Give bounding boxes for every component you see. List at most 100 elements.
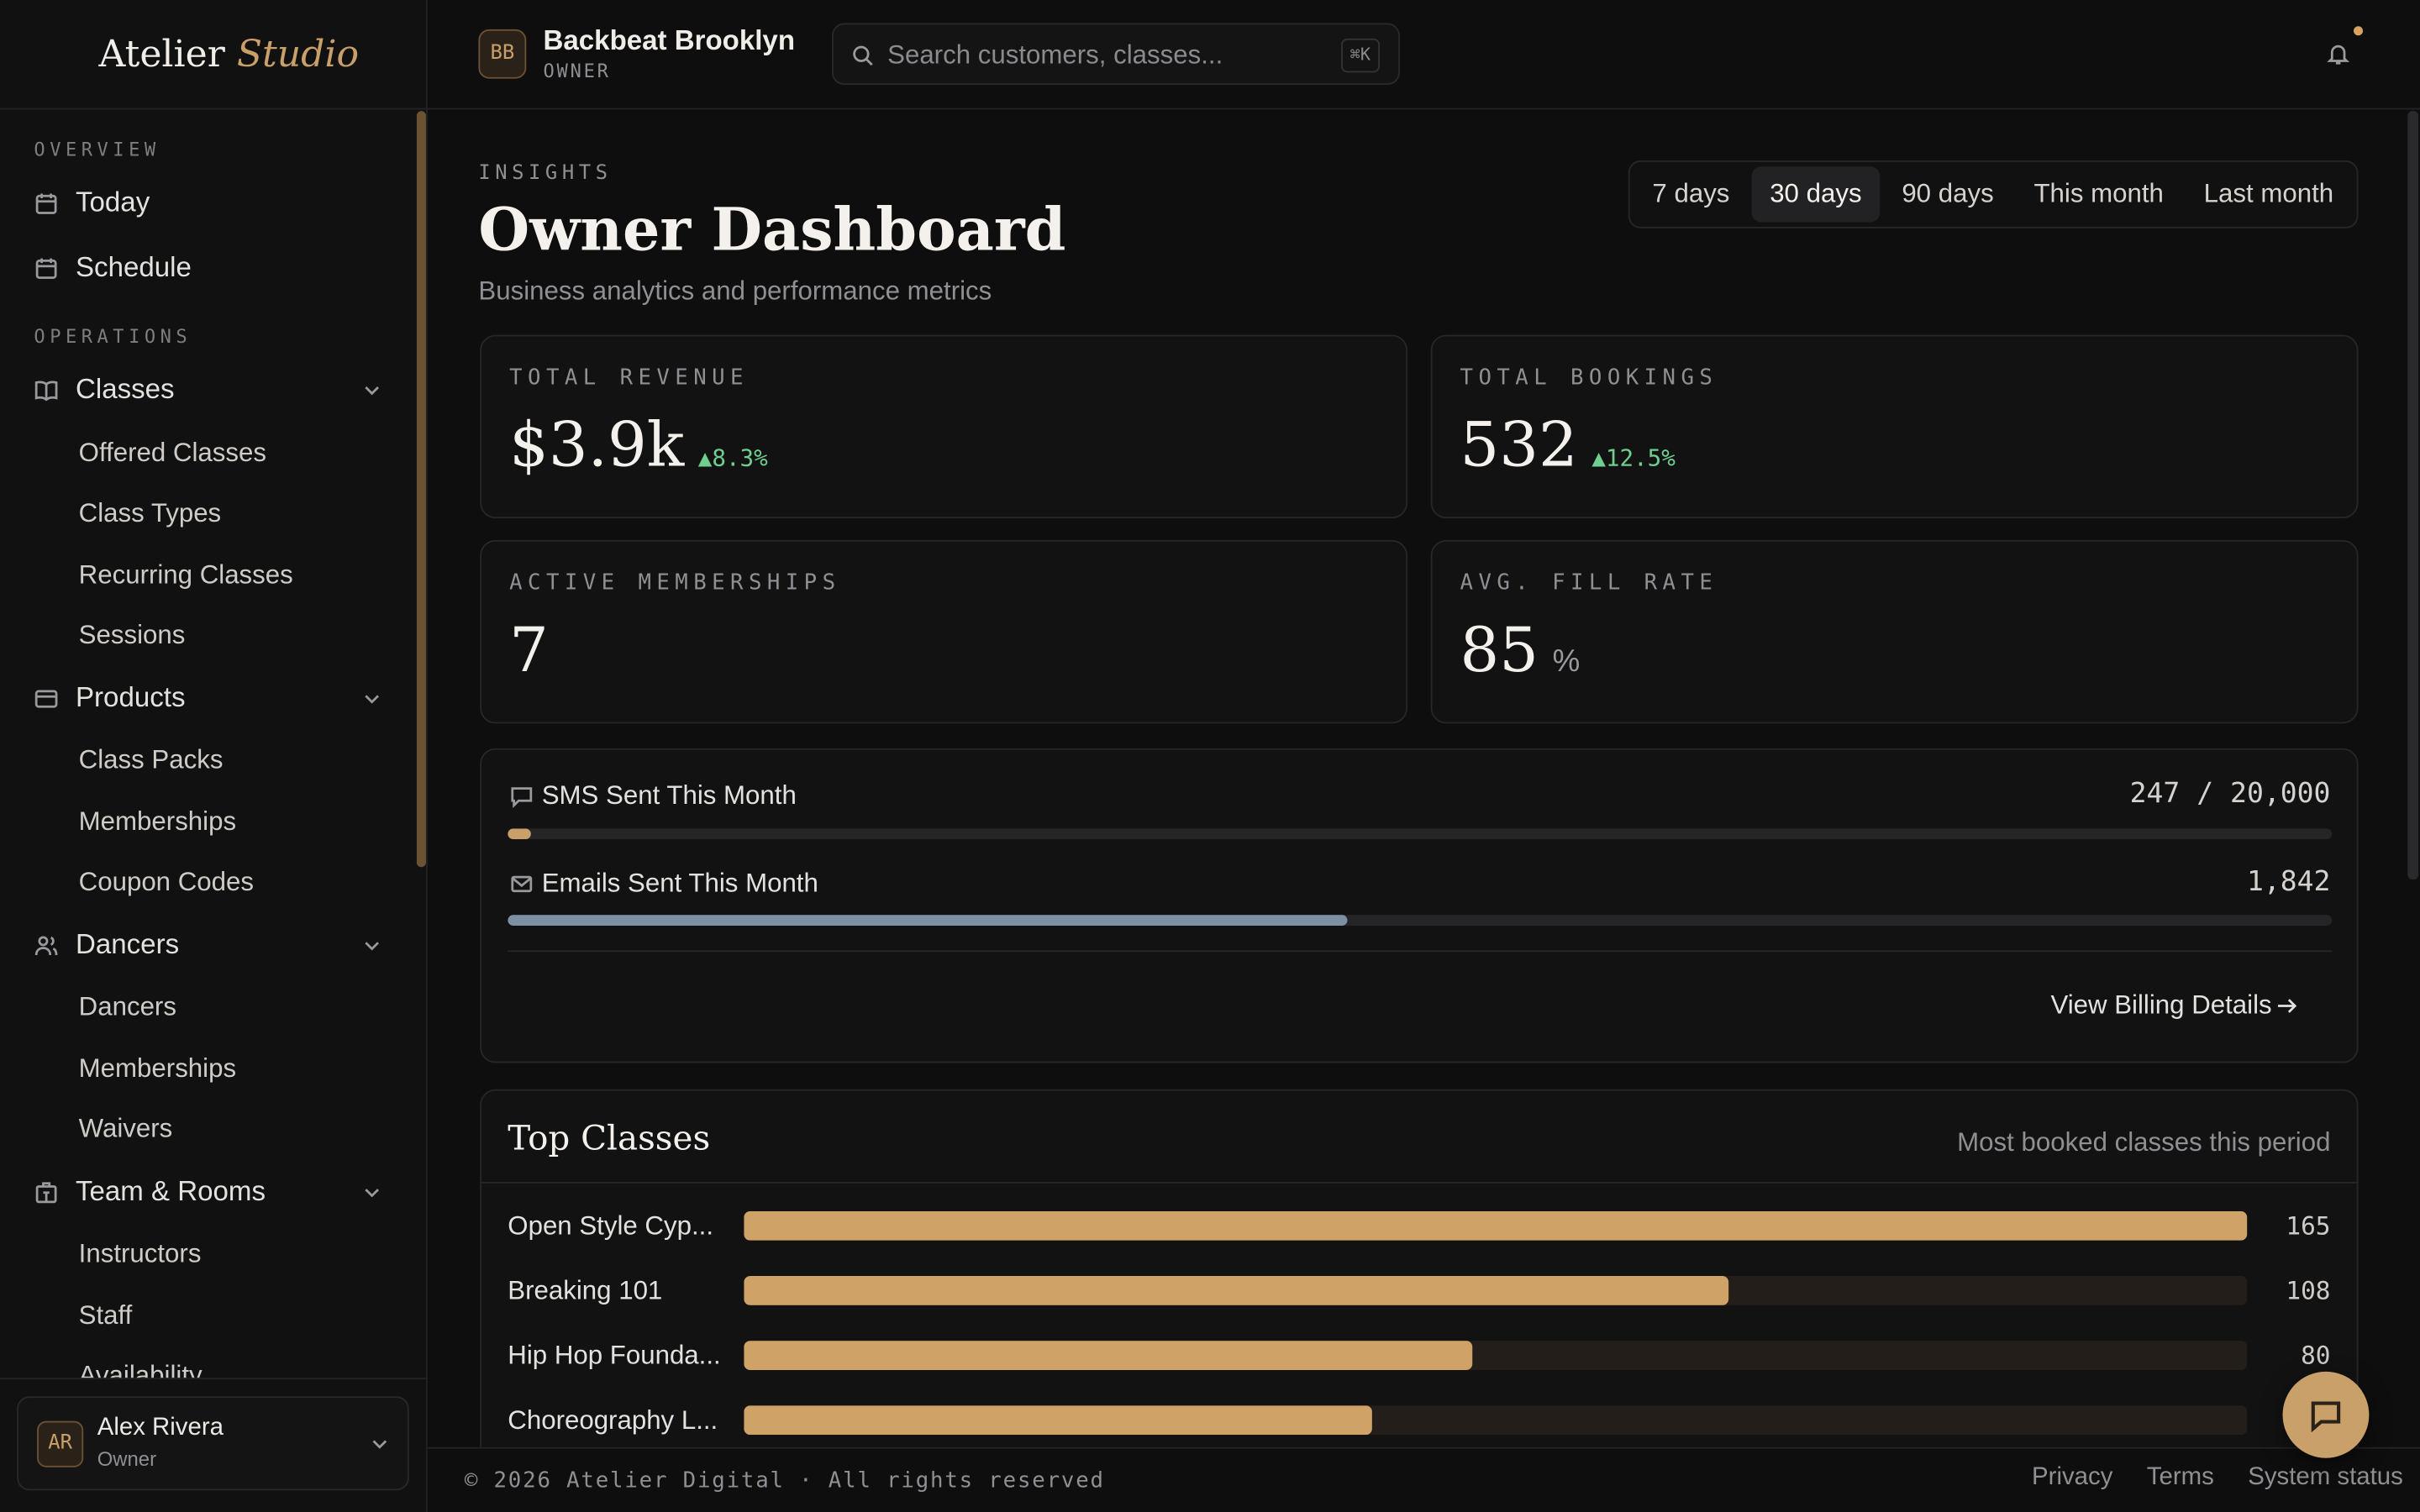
brand: Atelier Studio (99, 32, 359, 76)
sidebar-nav: OVERVIEW Today Schedule OPERATIONS Classes Of… (0, 111, 413, 1378)
page-title: Owner Dashboard (478, 194, 1066, 265)
section-divider (481, 1181, 2357, 1184)
user-card[interactable]: AR Alex Rivera Owner (17, 1396, 409, 1491)
nav-subitem[interactable]: Instructors (78, 1239, 202, 1269)
range-option[interactable]: 90 days (1902, 179, 1994, 208)
usage-card: SMS Sent This Month 247 / 20,000 Emails Se… (480, 748, 2359, 1063)
nav-subitem[interactable]: Availability (78, 1361, 203, 1378)
nav-subitem[interactable]: Memberships (78, 1053, 237, 1084)
kpi-label: TOTAL BOOKINGS (1460, 365, 1718, 390)
sms-label: SMS Sent This Month (541, 780, 797, 810)
section-subtitle: Most booked classes this period (1957, 1127, 2331, 1158)
nav-icon (34, 935, 58, 955)
nav-subitem[interactable]: Recurring Classes (78, 559, 293, 590)
user-name: Alex Rivera (97, 1415, 224, 1442)
kpi-card: TOTAL BOOKINGS 532 ▲12.5% (1430, 334, 2359, 519)
nav-subitem[interactable]: Dancers (78, 992, 176, 1022)
class-track (744, 1405, 2248, 1436)
kpi-value: $3.9k (509, 410, 685, 482)
chat-button[interactable] (2282, 1371, 2370, 1458)
notifications-bell[interactable] (2326, 42, 2350, 66)
nav-item[interactable]: Dancers (76, 928, 180, 959)
billing-link[interactable]: View Billing Details (2050, 990, 2272, 1020)
kpi-value: 7 (509, 615, 549, 687)
nav-subitem[interactable]: Offered Classes (78, 438, 266, 468)
nav-icon (35, 258, 57, 279)
brand-accent: Studio (236, 31, 359, 76)
kpi-label: AVG. FILL RATE (1460, 570, 1718, 596)
nav-subitem[interactable]: Coupon Codes (78, 867, 254, 897)
nav-subitem[interactable]: Class Packs (78, 745, 224, 775)
email-track (508, 915, 2333, 927)
kpi-label: ACTIVE MEMBERSHIPS (509, 570, 841, 596)
nav-icon (35, 1181, 57, 1203)
nav-chevron (365, 941, 379, 950)
nav-item[interactable]: Products (76, 681, 186, 712)
range-option[interactable]: This month (2033, 179, 2164, 208)
range-selector: 7 days 30 days 90 days This month Last month (1628, 160, 2359, 228)
class-bar (744, 1275, 1728, 1305)
main-scrollbar (2407, 111, 2419, 879)
range-option[interactable]: 7 days (1652, 179, 1730, 208)
nav-icon (35, 193, 57, 214)
class-name: Hip Hop Founda... (508, 1340, 721, 1370)
sms-fill (508, 828, 531, 840)
email-fill (508, 915, 1347, 927)
nav-item[interactable]: Team & Rooms (76, 1175, 266, 1206)
sidebar-header-divider (0, 108, 2420, 110)
kpi-label: TOTAL REVENUE (509, 365, 749, 390)
range-option[interactable]: Last month (2203, 179, 2334, 208)
footer-link[interactable]: Privacy (2032, 1464, 2113, 1491)
search-box[interactable]: Search customers, classes... ⌘K (832, 23, 1400, 86)
class-track (744, 1275, 2248, 1305)
nav-item[interactable]: Today (76, 186, 150, 218)
notification-dot (2354, 26, 2364, 36)
class-track (744, 1341, 2248, 1371)
search-placeholder: Search customers, classes... (887, 39, 1223, 70)
kpi-value-row: 532 ▲12.5% (1460, 411, 1676, 481)
class-name: Choreography L... (508, 1404, 718, 1435)
copyright: © 2026 Atelier Digital · All rights rese… (464, 1467, 1105, 1494)
sms-track (508, 828, 2333, 840)
usage-divider (508, 950, 2333, 953)
kpi-value-row: 7 (509, 616, 549, 686)
user-avatar: AR (37, 1420, 84, 1467)
kpi-value-row: $3.9k ▲8.3% (509, 411, 768, 481)
range-option[interactable]: 30 days (1751, 166, 1881, 223)
footer-link[interactable]: System status (2248, 1464, 2403, 1491)
nav-icon (34, 381, 58, 402)
eyebrow: INSIGHTS (478, 162, 613, 186)
nav-chevron (365, 694, 379, 703)
nav-subitem[interactable]: Memberships (78, 806, 237, 837)
email-icon (511, 875, 533, 893)
org-name[interactable]: Backbeat Brooklyn (543, 24, 796, 56)
org-role: OWNER (543, 60, 611, 81)
section-title: Top Classes (508, 1120, 711, 1159)
class-name: Open Style Cyp... (508, 1210, 714, 1241)
chat-icon (2311, 1401, 2341, 1433)
nav-subitem[interactable]: Class Types (78, 498, 222, 528)
nav-subitem[interactable]: Sessions (78, 620, 186, 650)
sidebar-scrollbar (416, 111, 426, 868)
billing-arrow (2278, 999, 2297, 1013)
page-subtitle: Business analytics and performance metri… (478, 276, 992, 306)
sms-count: 247 / 20,000 (2129, 778, 2331, 811)
footer-link[interactable]: Terms (2146, 1464, 2214, 1491)
class-track (744, 1210, 2248, 1241)
nav-item[interactable]: Schedule (76, 251, 192, 283)
nav-subitem[interactable]: Staff (78, 1299, 133, 1330)
kpi-change: ▲12.5% (1591, 444, 1676, 473)
email-count: 1,842 (2246, 865, 2331, 899)
user-role: Owner (97, 1447, 157, 1471)
nav-subitem[interactable]: Waivers (78, 1114, 173, 1144)
class-bar (744, 1405, 1373, 1436)
class-name: Breaking 101 (508, 1275, 663, 1305)
sms-icon (511, 787, 533, 809)
nav-item[interactable]: Classes (76, 373, 175, 405)
sidebar (0, 0, 428, 1512)
nav-icon (34, 689, 58, 707)
class-bar (744, 1210, 2248, 1241)
